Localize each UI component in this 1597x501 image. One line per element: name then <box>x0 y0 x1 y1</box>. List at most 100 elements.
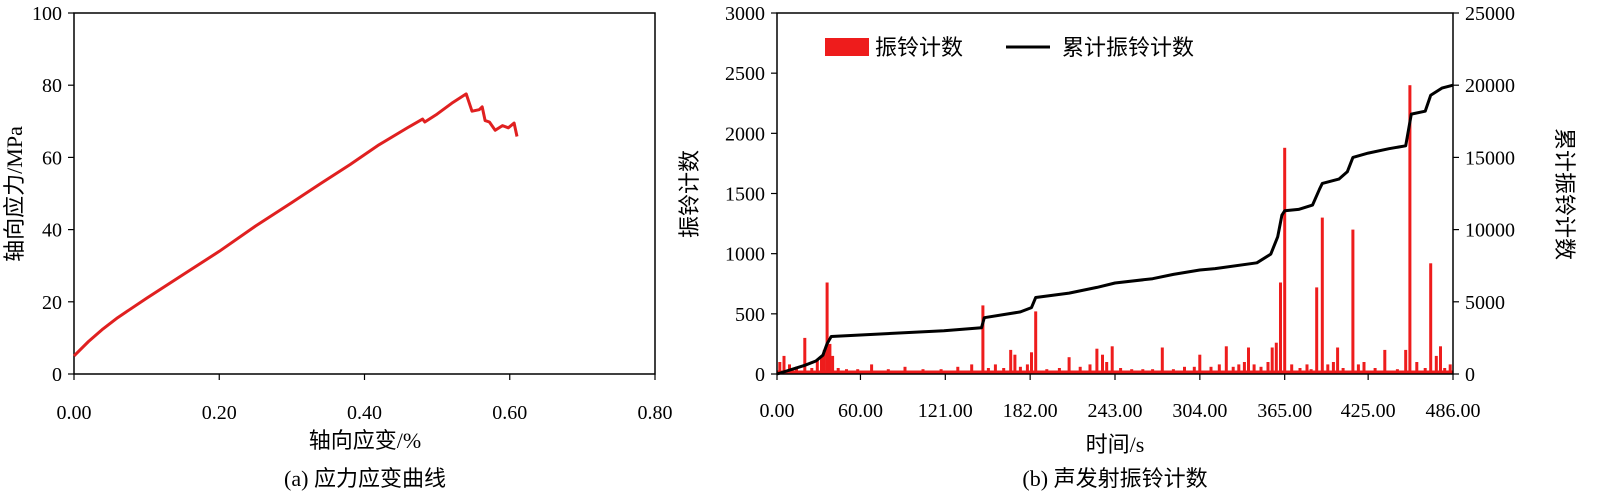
ring-count-bar <box>1247 347 1250 374</box>
y-tick-label: 80 <box>42 75 62 97</box>
ring-count-bar <box>1034 311 1038 374</box>
ring-count-bar <box>1231 366 1235 374</box>
x-tick-label: 486.00 <box>1426 400 1481 422</box>
legend-line-label: 累计振铃计数 <box>1062 35 1194 60</box>
legend-bar-label: 振铃计数 <box>875 35 963 60</box>
ring-count-bar <box>1274 342 1278 374</box>
ring-count-bar <box>1315 287 1319 374</box>
chart-b-x-ticks: 0.00 60.00 121.00 182.00 243.00 304.00 365.00 4… <box>760 374 1481 422</box>
ring-count-bar <box>1101 354 1104 374</box>
ring-count-bar <box>1009 349 1013 374</box>
ring-count-bar <box>1448 364 1452 374</box>
ring-count-bar <box>970 364 974 374</box>
ring-count-bar <box>1356 364 1360 374</box>
right-y-tick-label: 20000 <box>1465 75 1515 97</box>
ring-count-bar <box>831 355 835 374</box>
right-y-tick-label: 10000 <box>1465 220 1515 242</box>
ring-count-bar <box>1415 362 1419 374</box>
ring-count-bar <box>1266 362 1270 374</box>
ring-count-bar <box>1252 364 1256 374</box>
chart-b-left-y-ticks: 0 500 1000 1500 2000 2500 3000 <box>725 3 777 386</box>
y-tick-label: 100 <box>32 3 62 25</box>
x-tick-label: 60.00 <box>838 400 883 422</box>
y-tick-label: 60 <box>42 147 62 169</box>
ring-count-bar <box>1030 352 1033 374</box>
ring-count-bar <box>1429 263 1433 374</box>
x-tick-label: 425.00 <box>1341 400 1396 422</box>
ring-count-bar <box>1088 364 1092 374</box>
x-tick-label: 182.00 <box>1003 400 1058 422</box>
ring-count-bar <box>1242 362 1246 374</box>
chart-a-y-axis-label: 轴向应力/MPa <box>2 126 27 262</box>
chart-b-cumulative-line <box>776 83 1454 376</box>
chart-b-right-y-axis-label: 累计振铃计数 <box>1552 128 1577 260</box>
ring-count-bar <box>1209 366 1213 374</box>
right-y-tick-label: 25000 <box>1465 3 1515 25</box>
ring-count-bar <box>822 349 826 374</box>
chart-a-caption: (a) 应力应变曲线 <box>284 466 446 491</box>
ring-count-bar <box>903 366 907 374</box>
ring-count-bar <box>815 359 819 374</box>
ring-count-bar <box>1404 349 1408 374</box>
cumulative-ring-count-line <box>776 83 1454 376</box>
ring-count-bar <box>956 366 960 374</box>
ring-count-bar <box>1192 366 1196 374</box>
ring-count-bar <box>1283 147 1287 374</box>
chart-b-caption: (b) 声发射振铃计数 <box>1022 466 1207 491</box>
chart-b-x-axis-label: 时间/s <box>1086 432 1145 457</box>
ring-count-bar <box>1362 362 1366 374</box>
ring-count-bar <box>1198 354 1202 374</box>
left-y-tick-label: 500 <box>735 304 765 326</box>
ring-count-bar <box>1326 364 1330 374</box>
x-tick-label: 0.80 <box>638 402 673 424</box>
ring-count-bar <box>778 362 782 374</box>
legend-bar-swatch <box>825 38 869 56</box>
ring-count-bar <box>1110 346 1114 374</box>
chart-a-x-ticks: 0.00 0.20 0.40 0.60 0.80 <box>57 374 673 424</box>
ring-count-bar <box>1408 85 1412 374</box>
x-tick-label: 0.60 <box>492 402 527 424</box>
left-y-tick-label: 1000 <box>725 244 765 266</box>
stress-strain-chart: 0 20 40 60 80 100 0.00 0.20 0.40 0.60 0.80 轴向应力/M… <box>2 3 673 491</box>
chart-a-series <box>72 92 519 357</box>
chart-b-legend: 振铃计数 累计振铃计数 <box>825 35 1194 60</box>
ring-count-bar <box>1105 362 1109 374</box>
ring-count-bar <box>825 282 829 374</box>
chart-b-bars <box>777 85 1453 374</box>
ring-count-bar <box>1259 366 1263 374</box>
ring-count-bar <box>1067 357 1071 374</box>
right-y-tick-label: 0 <box>1465 364 1475 386</box>
chart-a-x-axis-label: 轴向应变/% <box>309 428 421 453</box>
ring-count-bar <box>1336 347 1340 374</box>
left-y-tick-label: 0 <box>755 364 765 386</box>
x-tick-label: 0.00 <box>57 402 92 424</box>
ring-count-bar <box>1160 347 1164 374</box>
chart-b-right-y-ticks: 0 5000 10000 15000 20000 25000 <box>1453 3 1515 386</box>
x-tick-label: 304.00 <box>1172 400 1227 422</box>
x-tick-label: 0.40 <box>347 402 382 424</box>
y-tick-label: 40 <box>42 220 62 242</box>
ring-count-bar <box>870 364 874 374</box>
ring-count-bar <box>1183 366 1186 374</box>
ring-count-bar <box>1217 364 1221 374</box>
ring-count-bar <box>828 343 832 374</box>
ring-count-bar <box>1305 364 1309 374</box>
ring-count-bar <box>795 366 798 374</box>
y-tick-label: 20 <box>42 292 62 314</box>
ring-count-bar <box>993 364 997 374</box>
right-y-tick-label: 5000 <box>1465 292 1505 314</box>
ring-count-bar <box>981 305 985 374</box>
chart-a-plot-frame <box>73 12 656 375</box>
ring-count-bar <box>1290 364 1294 374</box>
ring-count-bar <box>1078 366 1082 374</box>
acoustic-emission-chart: 0 500 1000 1500 2000 2500 3000 0 5000 10000 15000… <box>677 3 1577 491</box>
x-tick-label: 0.20 <box>202 402 237 424</box>
ring-count-bar <box>1270 347 1274 374</box>
ring-count-bar <box>1279 282 1282 374</box>
ring-count-bar <box>782 355 786 374</box>
chart-a-y-ticks: 0 20 40 60 80 100 <box>32 3 74 386</box>
ring-count-bar <box>1095 348 1099 374</box>
x-tick-label: 365.00 <box>1257 400 1312 422</box>
ring-count-bar <box>1018 366 1022 374</box>
